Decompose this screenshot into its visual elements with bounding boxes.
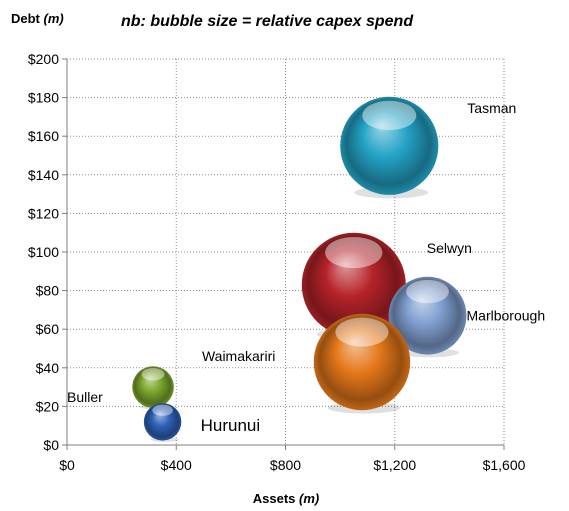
y-axis-label: Debt (m) [11,11,64,26]
x-axis-label: Assets (m) [253,491,319,506]
bubble-label-waimakariri: Waimakariri [202,348,275,364]
y-tick-label: $180 [28,90,59,106]
bubble-labels: Tasman Selwyn Marlborough Waimakariri Buller… [67,100,545,435]
bubble-waimakariri [313,313,411,414]
x-tick-label: $800 [270,457,301,473]
x-tick-label: $1,600 [483,457,526,473]
y-tick-label: $100 [28,244,59,260]
bubble-buller [132,366,174,410]
bubble-label-selwyn: Selwyn [427,240,472,256]
bubble-label-tasman: Tasman [467,100,516,116]
y-tick-label: $160 [28,128,59,144]
x-tick-label: $0 [59,457,75,473]
y-tick-label: $140 [28,167,59,183]
y-tick-label: $200 [28,51,59,67]
chart-title-line-2: nb: bubble size = relative capex spend [121,13,414,30]
bubble-marlborough [388,276,467,358]
bubble-hurunui [143,403,182,442]
y-tick-label: $40 [36,360,60,376]
bubble-label-buller: Buller [67,389,103,405]
bubble-label-hurunui: Hurunui [201,416,261,435]
y-tick-label: $120 [28,205,59,221]
y-tick-labels: $0 $20 $40 $60 $80 $100 $120 $140 $160 $180 $200 [28,51,59,453]
x-tick-label: $400 [161,457,192,473]
y-tick-label: $20 [36,398,60,414]
bubble-tasman [340,96,439,199]
bubble-label-marlborough: Marlborough [467,308,546,324]
axes [62,58,505,450]
y-tick-label: $0 [43,437,59,453]
x-tick-label: $1,200 [373,457,416,473]
x-tick-labels: $0 $400 $800 $1,200 $1,600 [59,457,525,473]
y-tick-label: $60 [36,321,60,337]
y-tick-label: $80 [36,283,60,299]
bubbles [132,96,467,442]
